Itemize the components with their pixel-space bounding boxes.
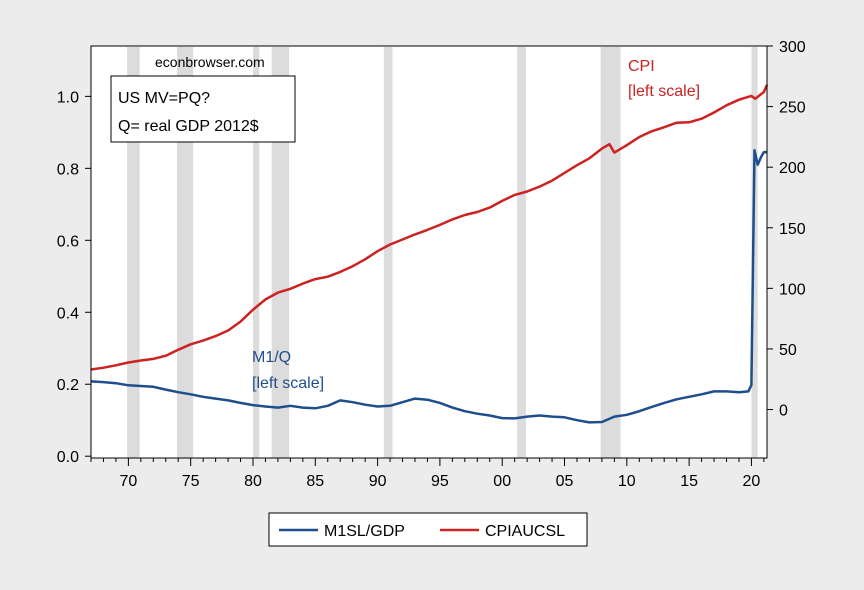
right-y-tick-label: 50 [779,342,797,359]
left-y-tick-label: 0.2 [57,377,79,394]
title-line-1: US MV=PQ? [118,90,210,107]
x-tick-label: 05 [556,473,574,490]
left-y-tick-label: 1.0 [57,89,79,106]
recession-band [271,47,290,458]
x-tick-label: 85 [306,473,324,490]
right-y-tick-label: 300 [779,39,806,56]
m1-annotation: M1/Q [252,349,291,366]
plot-frame [90,45,768,459]
cpi-annotation: CPI [628,58,655,75]
title-box [110,75,296,143]
x-tick-label: 10 [618,473,636,490]
series-lines [90,84,769,424]
right-y-tick-label: 250 [779,100,806,117]
legend-label-cpi: CPIAUCSL [485,523,565,540]
recession-band [176,47,194,458]
recession-band [383,47,393,458]
x-tick-label: 80 [244,473,262,490]
x-tick-label: 75 [182,473,200,490]
x-axis: 70 75 80 85 90 95 00 05 10 15 20 [90,458,765,490]
recession-bands [127,47,758,458]
recession-band [517,47,526,458]
right-y-tick-label: 150 [779,221,806,238]
right-y-axis: 0 50 100 150 200 250 300 [767,39,806,420]
watermark-text: econbrowser.com [155,54,265,70]
right-y-tick-label: 100 [779,281,806,298]
cpi-scale-annotation: [left scale] [628,83,700,100]
x-tick-label: 20 [743,473,761,490]
series-line-cpi [90,84,769,371]
series-line-m1-gdp [90,149,767,424]
title-line-2: Q= real GDP 2012$ [118,118,259,135]
recession-band [600,47,621,458]
x-tick-label: 70 [119,473,137,490]
left-y-axis: 0.0 0.2 0.4 0.6 0.8 1.0 [57,89,91,466]
recession-band [127,47,140,458]
right-y-tick-label: 0 [779,403,788,420]
right-y-tick-label: 200 [779,160,806,177]
x-tick-label: 15 [680,473,698,490]
x-tick-label: 95 [431,473,449,490]
left-y-tick-label: 0.4 [57,305,79,322]
legend: M1SL/GDP CPIAUCSL [268,512,588,547]
legend-box [268,512,588,547]
x-tick-label: 90 [369,473,387,490]
recession-band [252,47,260,458]
left-y-tick-label: 0.8 [57,161,79,178]
m1-scale-annotation: [left scale] [252,375,324,392]
recession-band [751,47,758,458]
left-y-tick-label: 0.6 [57,233,79,250]
left-y-tick-label: 0.0 [57,449,79,466]
x-tick-label: 00 [493,473,511,490]
legend-label-m1: M1SL/GDP [324,523,405,540]
